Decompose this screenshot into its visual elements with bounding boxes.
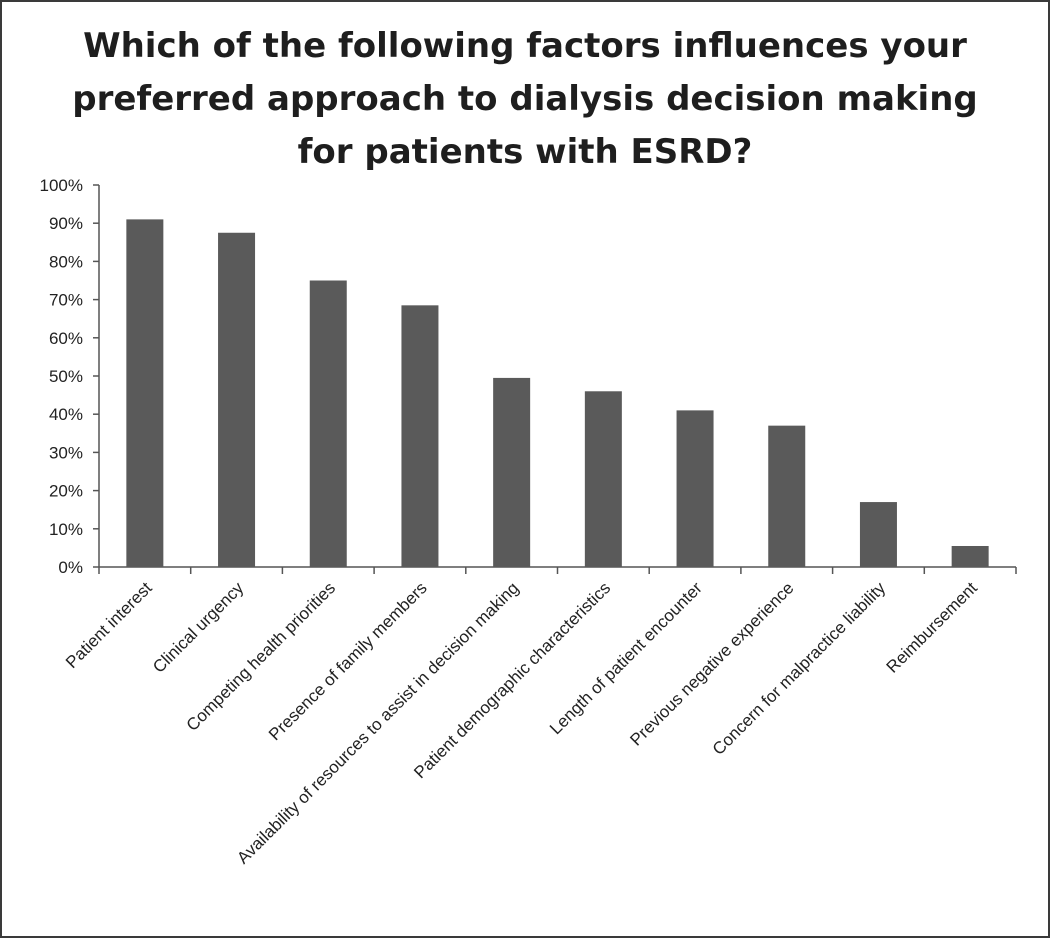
- y-tick-label: 0%: [58, 558, 83, 577]
- chart-title: Which of the following factors influence…: [72, 26, 978, 172]
- y-tick-label: 90%: [49, 214, 83, 233]
- x-category-label: Reimbursement: [883, 578, 981, 676]
- y-axis-ticks: 0% 10% 20% 30% 40% 50% 60% 70% 80% 90% 100%: [40, 176, 99, 577]
- bar: [859, 502, 897, 567]
- y-tick-label: 10%: [49, 520, 83, 539]
- bar: [218, 232, 256, 567]
- x-category-label: Presence of family members: [265, 578, 431, 744]
- y-tick-label: 30%: [49, 443, 83, 462]
- x-category-label: Previous negative experience: [626, 578, 797, 749]
- bar: [676, 410, 714, 567]
- y-tick-label: 40%: [49, 405, 83, 424]
- x-category-label: Length of patient encounter: [546, 578, 706, 738]
- bar: [309, 280, 347, 567]
- bar: [951, 545, 989, 567]
- x-category-label: Concern for malpractice liability: [709, 578, 890, 759]
- bar: [768, 425, 806, 567]
- bar: [584, 391, 622, 567]
- x-category-label: Patient demographic characteristics: [410, 578, 614, 782]
- y-tick-label: 20%: [49, 482, 83, 501]
- y-tick-label: 100%: [40, 176, 83, 195]
- y-tick-label: 80%: [49, 252, 83, 271]
- x-category-label: Competing health priorities: [183, 578, 339, 734]
- x-category-label: Patient interest: [62, 578, 156, 672]
- y-tick-label: 70%: [49, 291, 83, 310]
- bar-series: [126, 219, 989, 567]
- y-tick-label: 50%: [49, 367, 83, 386]
- x-category-label: Clinical urgency: [149, 578, 248, 677]
- bar: [493, 377, 531, 567]
- bar: [401, 305, 439, 567]
- y-tick-label: 60%: [49, 329, 83, 348]
- bar: [126, 219, 164, 567]
